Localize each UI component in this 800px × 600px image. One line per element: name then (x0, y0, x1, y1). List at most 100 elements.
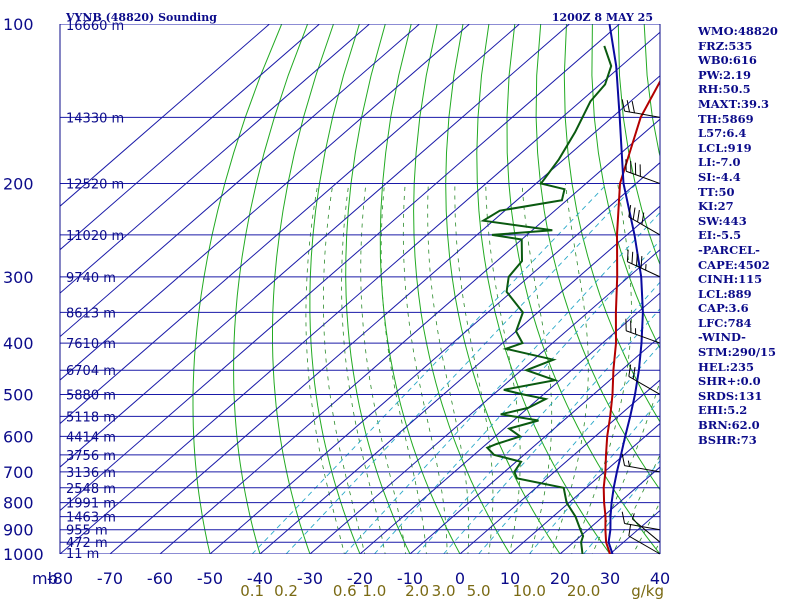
wind-barb-feather (626, 249, 629, 262)
dry-adiabat (445, 24, 561, 554)
wind-barb (631, 513, 661, 543)
isotherm-line (209, 162, 660, 554)
index-value: BRN:62.0 (698, 418, 760, 433)
index-value: -WIND- (698, 330, 746, 345)
wind-barb-feather (636, 253, 638, 266)
pressure-tick-label: 600 (3, 427, 34, 446)
dry-adiabat (192, 24, 283, 554)
mixing-ratio-line (443, 308, 660, 554)
height-label: 1463 m (66, 511, 116, 526)
index-value: LFC:784 (698, 315, 752, 330)
wind-barb-column (621, 99, 661, 555)
wind-barb-staff (628, 376, 661, 395)
dry-adiabat (617, 24, 660, 266)
moist-adiabat (550, 183, 589, 554)
index-value: TT:50 (698, 184, 735, 199)
pressure-tick-label: 400 (3, 334, 34, 353)
wind-barb-staff (626, 170, 661, 185)
height-label: 11020 m (66, 229, 124, 244)
index-value: TH:5869 (698, 111, 754, 126)
index-value: SRDS:131 (698, 388, 763, 403)
index-value: PW:2.19 (698, 67, 752, 82)
isotherm-line (60, 31, 660, 554)
moist-adiabat (571, 183, 632, 554)
wind-barb (621, 511, 661, 531)
wind-barb-staff (628, 535, 661, 555)
temperature-trace (602, 79, 660, 554)
height-label: 3136 m (66, 466, 116, 481)
wind-barb-staff (624, 523, 661, 531)
mixing-ratio-line (416, 281, 660, 554)
dry-adiabat (563, 24, 660, 423)
index-value: EI:-5.5 (698, 228, 742, 243)
height-label: 16660 m (66, 19, 124, 34)
wind-barb-feather (632, 367, 636, 380)
moist-adiabat (485, 183, 521, 554)
index-value: CAP:3.6 (698, 301, 749, 316)
wind-barb (628, 364, 661, 395)
temperature-tick-label: 30 (600, 569, 620, 588)
mixing-ratio-label: 0.2 (274, 582, 298, 600)
index-value: LCL:889 (698, 286, 752, 301)
height-label: 11 m (66, 547, 99, 562)
isotherm-line (60, 24, 620, 512)
pressure-tick-label: 200 (3, 175, 34, 194)
index-value: LI:-7.0 (698, 155, 741, 170)
wind-barb (621, 99, 661, 118)
parcel-trace (607, 24, 644, 554)
isobars (60, 24, 660, 554)
wind-barb (625, 318, 661, 344)
sounding-time: 1200Z 8 MAY 25 (552, 11, 653, 24)
wind-barb-staff (632, 518, 661, 543)
height-label: 14330 m (66, 111, 124, 126)
moist-adiabat (632, 501, 660, 554)
moist-adiabat (427, 183, 470, 554)
height-label: 2548 m (66, 482, 116, 497)
wind-barb-staff (624, 465, 661, 473)
temperature-tick-label: -50 (197, 569, 223, 588)
moist-adiabat (360, 183, 407, 554)
height-label: 5118 m (66, 410, 116, 425)
pressure-tick-label: 100 (3, 15, 34, 34)
index-value: -PARCEL- (698, 242, 760, 257)
temperature-tick-label: 0 (455, 569, 465, 588)
moist-adiabat (612, 453, 660, 554)
height-label: 472 m (66, 536, 108, 551)
temperature-tick-label: -70 (97, 569, 123, 588)
wind-barb-feather (621, 99, 626, 112)
isotherm-line (60, 24, 420, 338)
wind-barb-feather (631, 100, 635, 113)
isotherm-line (60, 24, 370, 294)
isotherm-line (509, 422, 660, 554)
dewpoint-trace (480, 45, 613, 554)
moist-adiabat (402, 183, 448, 554)
wind-barb-feather (637, 210, 640, 223)
height-label: 955 m (66, 524, 108, 539)
isotherm-line (459, 379, 660, 554)
index-value: SI:-4.4 (698, 169, 741, 184)
height-label: 7610 m (66, 337, 116, 352)
index-value: L57:6.4 (698, 126, 747, 141)
height-label: 4414 m (66, 430, 116, 445)
temperature-tick-label: -60 (147, 569, 173, 588)
height-label: 12520 m (66, 178, 124, 193)
wind-barb-staff (628, 216, 661, 236)
mixing-ratio-line (251, 183, 608, 554)
isotherm-line (109, 75, 660, 554)
temperature-tick-label: -80 (47, 569, 73, 588)
dry-adiabat (476, 24, 611, 554)
wind-barb-staff (624, 110, 661, 118)
pressure-tick-label: 500 (3, 385, 34, 404)
index-value: FRZ:535 (698, 38, 753, 53)
pressure-tick-label: 1000 (3, 545, 44, 564)
temperature-tick-label: 40 (650, 569, 670, 588)
isotherm-line (60, 24, 270, 207)
index-value: RH:50.5 (698, 82, 751, 97)
temperature-tick-label: -20 (347, 569, 373, 588)
isotherm-line (409, 335, 660, 554)
dry-adiabat (345, 24, 411, 554)
sounding-traces (480, 24, 660, 554)
